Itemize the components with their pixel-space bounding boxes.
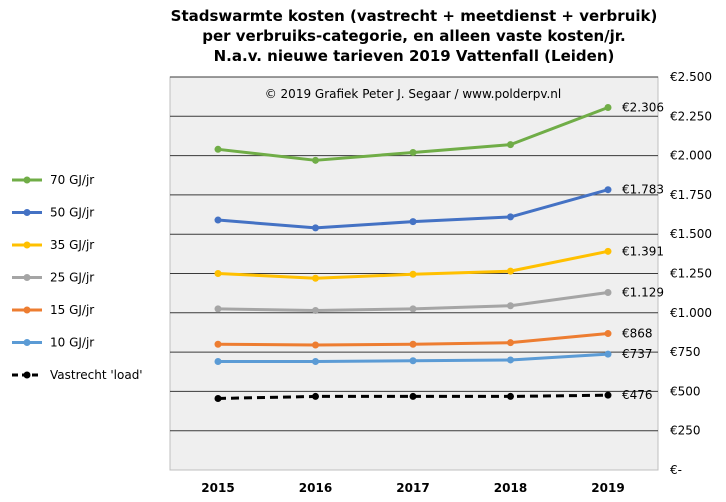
- x-axis: 2015 2016 2017 2018 2019: [201, 481, 624, 495]
- data-point: [312, 224, 319, 232]
- legend-label: 50 GJ/jr: [50, 206, 94, 220]
- x-tick-label: 2017: [396, 481, 429, 495]
- legend-item: 15 GJ/jr: [12, 303, 94, 317]
- data-point: [312, 306, 319, 314]
- data-point: [507, 392, 514, 400]
- series-group: €1.783: [214, 183, 664, 232]
- data-label: €1.391: [622, 244, 664, 258]
- data-point: [409, 270, 417, 278]
- data-point: [507, 356, 514, 364]
- series-group: €868: [214, 327, 653, 349]
- x-tick-label: 2015: [201, 481, 234, 495]
- data-point: [604, 289, 612, 297]
- y-tick-label: €2.250: [670, 109, 712, 123]
- series-lines: €2.306 €1.783 €1.391 €1.129 €868 €737 €476: [214, 100, 664, 402]
- legend-item: 70 GJ/jr: [12, 173, 94, 187]
- legend-label: 25 GJ/jr: [50, 271, 94, 285]
- legend-label: 15 GJ/jr: [50, 303, 94, 317]
- data-label: €1.129: [622, 286, 664, 300]
- chart-title-line: N.a.v. nieuwe tarieven 2019 Vattenfall (…: [214, 47, 615, 65]
- data-label: €476: [622, 388, 653, 402]
- data-point: [214, 270, 222, 277]
- gridlines: [170, 76, 658, 432]
- data-point: [507, 302, 514, 310]
- y-tick-label: €1.500: [670, 227, 712, 241]
- data-point: [409, 305, 417, 313]
- legend-marker: [23, 176, 31, 184]
- data-point: [312, 341, 319, 349]
- y-tick-label: €750: [670, 345, 701, 359]
- legend-label: Vastrecht 'load': [50, 368, 143, 382]
- chart-title-line: per verbruiks-categorie, en alleen vaste…: [202, 27, 626, 45]
- data-label: €2.306: [622, 100, 664, 114]
- data-point: [604, 350, 612, 358]
- legend-marker: [23, 306, 31, 314]
- series-group: €737: [214, 347, 653, 366]
- x-tick-label: 2016: [299, 481, 332, 495]
- legend-item: 50 GJ/jr: [12, 206, 94, 220]
- data-point: [312, 156, 319, 164]
- legend-marker: [23, 209, 31, 216]
- legend-item: 10 GJ/jr: [12, 336, 94, 350]
- data-point: [604, 247, 612, 255]
- y-tick-label: €2.000: [670, 149, 712, 163]
- y-tick-label: €250: [670, 424, 701, 438]
- series-group: €476: [214, 388, 653, 402]
- legend-item: Vastrecht 'load': [12, 368, 143, 382]
- legend-item: 35 GJ/jr: [12, 238, 94, 252]
- data-point: [604, 330, 612, 338]
- y-tick-label: €1.000: [670, 306, 712, 320]
- data-point: [312, 392, 319, 400]
- data-point: [604, 186, 612, 194]
- data-point: [214, 340, 222, 348]
- x-tick-label: 2018: [494, 481, 527, 495]
- data-point: [312, 358, 319, 366]
- data-point: [507, 267, 514, 275]
- legend-label: 70 GJ/jr: [50, 173, 94, 187]
- data-point: [409, 357, 417, 365]
- y-tick-label: €2.500: [670, 70, 712, 84]
- x-tick-label: 2019: [591, 481, 624, 495]
- copyright-annotation: © 2019 Grafiek Peter J. Segaar / www.pol…: [265, 87, 562, 101]
- legend-label: 35 GJ/jr: [50, 238, 94, 252]
- legend-marker: [23, 339, 31, 346]
- data-label: €1.783: [622, 183, 664, 197]
- data-point: [507, 141, 514, 149]
- data-point: [214, 358, 222, 366]
- legend: 70 GJ/jr 50 GJ/jr 35 GJ/jr 25 GJ/jr 15 GJ/jr…: [12, 173, 143, 382]
- legend-marker: [23, 371, 31, 379]
- legend-item: 25 GJ/jr: [12, 271, 94, 285]
- data-point: [409, 392, 417, 400]
- data-point: [409, 218, 417, 226]
- data-point: [409, 340, 417, 348]
- chart-title-line: Stadswarmte kosten (vastrecht + meetdien…: [171, 7, 658, 25]
- legend-marker: [23, 274, 31, 281]
- y-axis: €- €250 €500 €750 €1.000 €1.250 €1.500 €1.750 €2…: [670, 70, 712, 477]
- y-tick-label: €-: [670, 463, 682, 477]
- data-point: [214, 145, 222, 153]
- data-point: [604, 391, 612, 399]
- y-tick-label: €1.750: [670, 188, 712, 202]
- data-point: [409, 148, 417, 156]
- data-point: [507, 213, 514, 221]
- legend-label: 10 GJ/jr: [50, 336, 94, 350]
- series-group: €2.306: [214, 100, 664, 164]
- data-point: [507, 339, 514, 347]
- data-label: €868: [622, 327, 653, 341]
- chart-title: Stadswarmte kosten (vastrecht + meetdien…: [171, 7, 658, 65]
- data-point: [312, 274, 319, 282]
- y-tick-label: €500: [670, 384, 701, 398]
- data-point: [214, 394, 222, 402]
- y-tick-label: €1.250: [670, 267, 712, 281]
- data-point: [214, 216, 222, 224]
- series-group: €1.391: [214, 244, 664, 282]
- series-group: €1.129: [214, 286, 664, 314]
- data-label: €737: [622, 347, 653, 361]
- data-point: [214, 305, 222, 313]
- legend-marker: [23, 241, 31, 249]
- data-point: [604, 103, 612, 111]
